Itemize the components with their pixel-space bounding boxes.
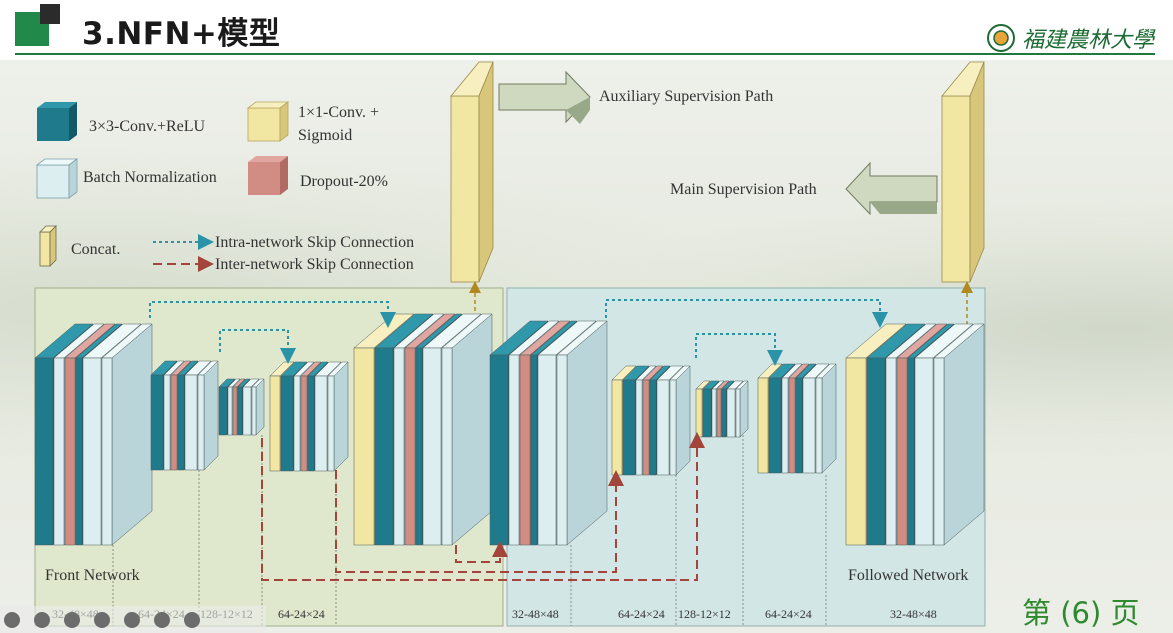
title-dark-square xyxy=(40,4,60,24)
dimension-label: 128-12×12 xyxy=(678,607,731,621)
dimension-label: 32-48×48 xyxy=(512,607,559,621)
front-stage4 xyxy=(269,361,349,472)
slides-icon[interactable] xyxy=(124,611,140,628)
laser-icon[interactable] xyxy=(94,611,110,628)
dimension-label: 64-24×24 xyxy=(618,607,665,621)
main-path-label: Main Supervision Path xyxy=(670,181,817,198)
legend-conv-swatch xyxy=(37,102,77,141)
intra-skip-connections xyxy=(149,299,888,366)
presentation-toolbar xyxy=(0,606,266,633)
front-stage3 xyxy=(218,378,265,436)
auxiliary-path-label: Auxiliary Supervision Path xyxy=(599,88,773,105)
followed-stage5 xyxy=(845,323,985,546)
dimension-label: 64-24×24 xyxy=(278,607,325,621)
back-icon[interactable] xyxy=(184,611,200,628)
front-stage2 xyxy=(150,360,219,471)
front-stage5 xyxy=(353,313,493,546)
legend-dropout-label: Dropout-20% xyxy=(300,173,388,190)
followed-stage2 xyxy=(611,365,691,476)
pen-icon[interactable] xyxy=(64,611,80,628)
legend-concat-swatch xyxy=(39,225,57,267)
front-stage1 xyxy=(34,323,153,546)
followed-stage1 xyxy=(489,320,608,546)
page-number: 第 (6) 页 xyxy=(1022,596,1140,630)
legend-bn-swatch xyxy=(35,158,79,199)
front-network-label: Front Network xyxy=(45,567,140,584)
legend: 3×3-Conv.+ReLU 1×1-Conv. + Sigmoid Batch… xyxy=(35,101,414,273)
legend-bn-label: Batch Normalization xyxy=(83,169,217,186)
legend-inter-label: Inter-network Skip Connection xyxy=(215,256,414,273)
legend-sigmoid-swatch xyxy=(246,101,290,142)
main-output-slab xyxy=(941,61,985,283)
slide-title: 3.NFN+模型 xyxy=(82,16,281,52)
dimension-label: 64-24×24 xyxy=(765,607,812,621)
university-emblem-icon xyxy=(987,24,1015,52)
more-icon[interactable] xyxy=(154,611,170,628)
dimension-label: 32-48×48 xyxy=(890,607,937,621)
followed-network-label: Followed Network xyxy=(848,567,968,584)
legend-dropout-swatch xyxy=(248,156,288,195)
auxiliary-output-slab xyxy=(450,61,494,283)
followed-stage3 xyxy=(695,380,749,438)
university-name: 福建農林大學 xyxy=(1022,28,1155,53)
auxiliary-path-arrow xyxy=(498,70,591,124)
prev-icon[interactable] xyxy=(4,611,20,628)
main-path-arrow xyxy=(845,161,938,216)
followed-stage4 xyxy=(757,363,837,474)
title-underline xyxy=(15,53,1155,55)
inter-skip-connections xyxy=(261,432,705,581)
legend-conv1x1-label-2: Sigmoid xyxy=(298,127,352,144)
legend-intra-label: Intra-network Skip Connection xyxy=(215,234,414,251)
next-icon[interactable] xyxy=(34,611,50,628)
legend-concat-label: Concat. xyxy=(71,241,120,258)
legend-conv1x1-label-1: 1×1-Conv. + xyxy=(298,104,379,121)
legend-conv-label: 3×3-Conv.+ReLU xyxy=(89,118,206,135)
university-logo: 福建農林大學 xyxy=(986,22,1154,54)
layer-blocks xyxy=(34,313,985,546)
